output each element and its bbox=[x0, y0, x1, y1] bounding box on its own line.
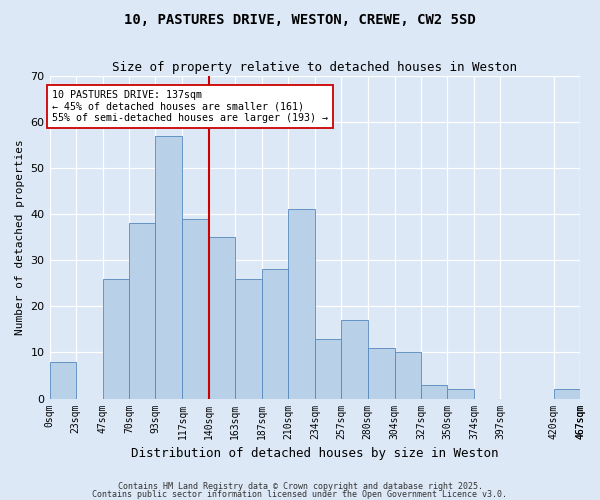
Text: Contains public sector information licensed under the Open Government Licence v3: Contains public sector information licen… bbox=[92, 490, 508, 499]
Bar bbox=[155, 136, 182, 398]
Y-axis label: Number of detached properties: Number of detached properties bbox=[15, 139, 25, 335]
Title: Size of property relative to detached houses in Weston: Size of property relative to detached ho… bbox=[112, 62, 517, 74]
Bar bbox=[262, 270, 288, 398]
Bar bbox=[368, 348, 395, 399]
Bar bbox=[316, 338, 341, 398]
Bar bbox=[395, 352, 421, 399]
Bar bbox=[288, 210, 316, 398]
Bar bbox=[554, 390, 580, 398]
Text: Contains HM Land Registry data © Crown copyright and database right 2025.: Contains HM Land Registry data © Crown c… bbox=[118, 482, 482, 491]
Bar bbox=[50, 362, 76, 399]
X-axis label: Distribution of detached houses by size in Weston: Distribution of detached houses by size … bbox=[131, 447, 499, 460]
Bar bbox=[182, 218, 209, 398]
Bar bbox=[341, 320, 368, 398]
Bar bbox=[235, 278, 262, 398]
Bar bbox=[447, 390, 475, 398]
Text: 10, PASTURES DRIVE, WESTON, CREWE, CW2 5SD: 10, PASTURES DRIVE, WESTON, CREWE, CW2 5… bbox=[124, 12, 476, 26]
Bar bbox=[209, 237, 235, 398]
Bar bbox=[103, 278, 129, 398]
Text: 10 PASTURES DRIVE: 137sqm
← 45% of detached houses are smaller (161)
55% of semi: 10 PASTURES DRIVE: 137sqm ← 45% of detac… bbox=[52, 90, 328, 122]
Bar bbox=[129, 224, 155, 398]
Bar bbox=[421, 384, 447, 398]
